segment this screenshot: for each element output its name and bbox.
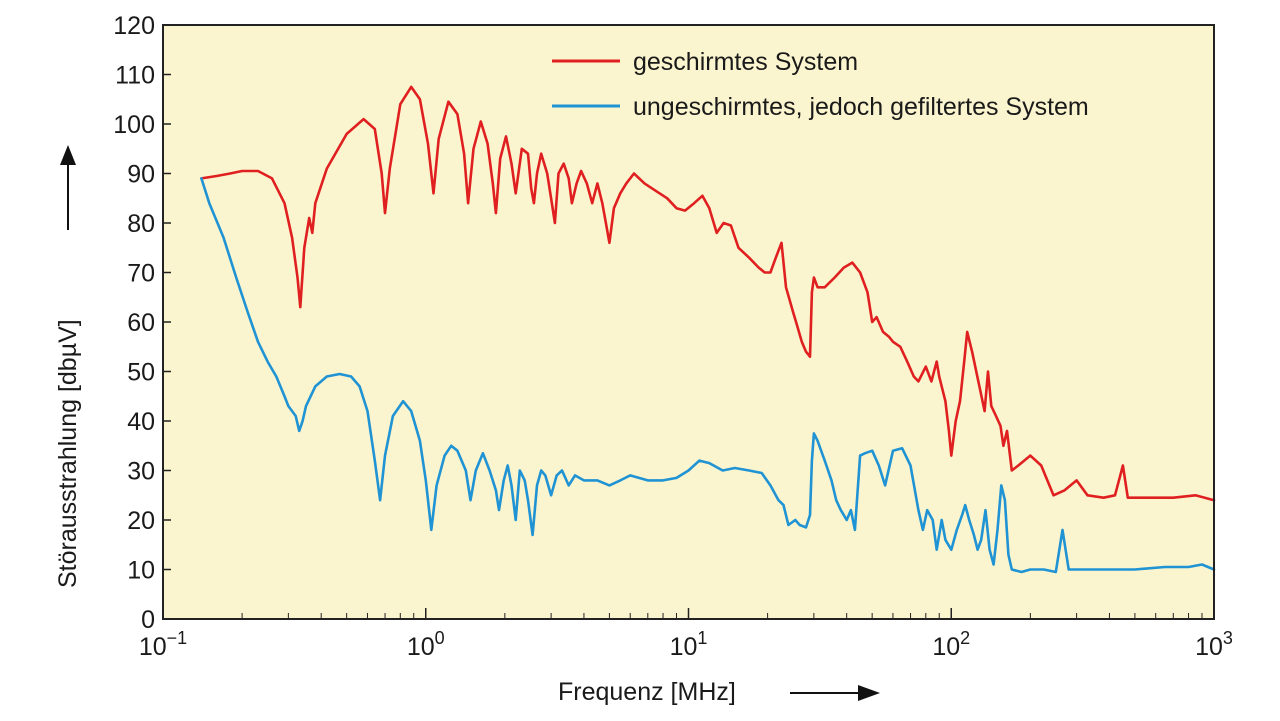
x-tick-label: 10−1 bbox=[139, 628, 187, 661]
y-tick-label: 60 bbox=[127, 309, 155, 337]
y-tick-label: 120 bbox=[113, 12, 155, 40]
x-tick-base: 10 bbox=[1195, 633, 1223, 661]
x-axis-title: Frequenz [MHz] bbox=[558, 678, 736, 706]
y-tick-label: 100 bbox=[113, 111, 155, 139]
x-tick-label: 102 bbox=[932, 628, 970, 661]
legend-label-ungeschirmt: ungeschirmtes, jedoch gefiltertes System bbox=[633, 93, 1089, 121]
x-tick-exponent: 2 bbox=[960, 628, 970, 648]
x-tick-exponent: 3 bbox=[1223, 628, 1233, 648]
series-line-ungeschirmtes-gefiltertes-system bbox=[200, 177, 1216, 574]
y-tick-label: 40 bbox=[127, 408, 155, 436]
x-tick-exponent: −1 bbox=[167, 628, 188, 648]
y-tick-label: 10 bbox=[127, 557, 155, 585]
y-axis-title: Störausstrahlung [dbµV] bbox=[54, 319, 82, 588]
y-tick-label: 0 bbox=[141, 606, 155, 634]
y-tick-label: 50 bbox=[127, 359, 155, 387]
y-tick-label: 90 bbox=[127, 161, 155, 189]
x-tick-label: 101 bbox=[670, 628, 708, 661]
plot-background bbox=[163, 25, 1214, 619]
y-tick-label: 70 bbox=[127, 260, 155, 288]
x-tick-base: 10 bbox=[670, 633, 698, 661]
x-tick-exponent: 0 bbox=[435, 628, 445, 648]
x-tick-label: 100 bbox=[407, 628, 445, 661]
legend-label-geschirmt: geschirmtes System bbox=[633, 48, 858, 76]
x-axis: 10−1 100 101 102 103 bbox=[139, 608, 1233, 661]
y-axis: 0 10 20 30 40 50 60 70 80 90 100 110 120 bbox=[113, 12, 171, 634]
series-layer bbox=[200, 85, 1216, 574]
y-tick-label: 110 bbox=[115, 62, 155, 90]
y-tick-label: 20 bbox=[127, 507, 155, 535]
x-tick-base: 10 bbox=[407, 633, 435, 661]
y-tick-label: 80 bbox=[127, 210, 155, 238]
x-tick-base: 10 bbox=[139, 633, 167, 661]
x-axis-arrow bbox=[790, 685, 880, 701]
y-tick-label: 30 bbox=[127, 458, 155, 486]
y-axis-arrow bbox=[60, 145, 76, 230]
x-tick-label: 103 bbox=[1195, 628, 1233, 661]
x-tick-base: 10 bbox=[932, 633, 960, 661]
x-tick-exponent: 1 bbox=[697, 628, 707, 648]
legend: geschirmtes System ungeschirmtes, jedoch… bbox=[552, 48, 1089, 121]
series-line-geschirmtes-system bbox=[200, 85, 1216, 502]
